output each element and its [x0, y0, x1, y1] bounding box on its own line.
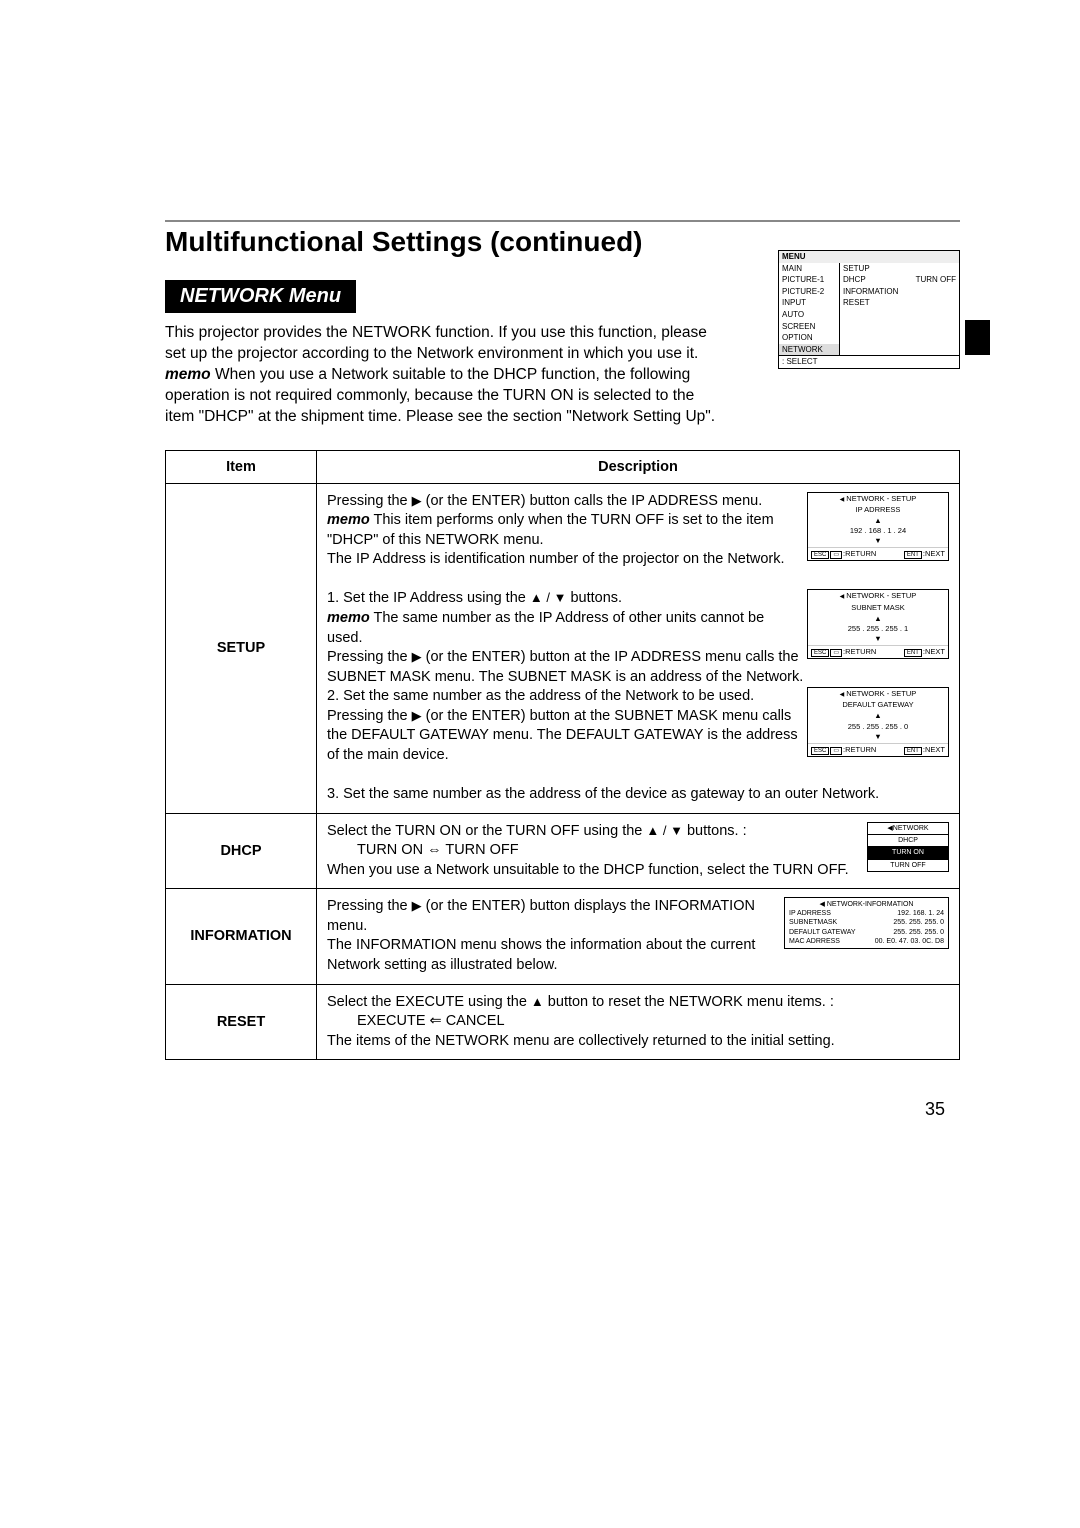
ip-address-screenshot: NETWORK - SETUP IP ADRRESS ▲192 . 168 . …: [807, 492, 949, 562]
intro-text-1: This projector provides the NETWORK func…: [165, 324, 707, 362]
memo-label: memo: [327, 610, 370, 626]
menu-item-selected: NETWORK: [779, 344, 839, 356]
col-header-desc: Description: [317, 450, 960, 483]
menu-label: NETWORK Menu: [180, 285, 341, 307]
menu-label-box: NETWORK Menu: [165, 280, 356, 313]
menu-item: INPUT: [779, 297, 839, 309]
up-arrow-icon: ▲: [531, 994, 544, 1009]
side-tab: [965, 320, 990, 355]
menu-item: AUTO: [779, 309, 839, 321]
updown-arrow-icon: ▲ / ▼: [646, 823, 683, 838]
subnet-mask-screenshot: NETWORK - SETUP SUBNET MASK ▲255 . 255 .…: [807, 589, 949, 659]
menu-item: PICTURE-1: [779, 274, 839, 286]
page-number: 35: [925, 1099, 945, 1120]
menu-footer: : SELECT: [779, 355, 959, 368]
row-dhcp-label: DHCP: [166, 813, 317, 889]
menu-item: SCREEN: [779, 321, 839, 333]
memo-label: memo: [327, 512, 370, 528]
menu-item: DHCP: [843, 275, 866, 285]
right-arrow-icon: ▶: [412, 898, 422, 913]
row-information-desc: ◀ NETWORK-INFORMATION IP ADRRESS192. 168…: [317, 889, 960, 984]
settings-table: Item Description SETUP NETWORK - SETUP I…: [165, 450, 960, 1061]
dhcp-screenshot: ◀NETWORK DHCP TURN ON TURN OFF: [867, 822, 949, 873]
menu-item: PICTURE-2: [779, 286, 839, 298]
menu-header: MENU: [779, 251, 959, 263]
row-information-label: INFORMATION: [166, 889, 317, 984]
menu-item: RESET: [840, 297, 959, 309]
right-arrow-icon: ▶: [412, 649, 422, 664]
default-gateway-screenshot: NETWORK - SETUP DEFAULT GATEWAY ▲255 . 2…: [807, 687, 949, 757]
row-setup-label: SETUP: [166, 483, 317, 813]
row-setup-desc: NETWORK - SETUP IP ADRRESS ▲192 . 168 . …: [317, 483, 960, 813]
menu-item: SETUP: [840, 263, 959, 275]
right-arrow-icon: ▶: [412, 493, 422, 508]
menu-item: OPTION: [779, 332, 839, 344]
right-arrow-icon: ▶: [412, 708, 422, 723]
row-reset-desc: Select the EXECUTE using the ▲ button to…: [317, 984, 960, 1060]
menu-item: MAIN: [779, 263, 839, 275]
information-screenshot: ◀ NETWORK-INFORMATION IP ADRRESS192. 168…: [784, 897, 949, 948]
row-reset-label: RESET: [166, 984, 317, 1060]
memo-label: memo: [165, 366, 211, 383]
intro-memo-text: When you use a Network suitable to the D…: [165, 366, 715, 425]
main-menu-screenshot: MENU MAIN PICTURE-1 PICTURE-2 INPUT AUTO…: [778, 250, 960, 369]
col-header-item: Item: [166, 450, 317, 483]
row-dhcp-desc: ◀NETWORK DHCP TURN ON TURN OFF Select th…: [317, 813, 960, 889]
menu-item: INFORMATION: [840, 286, 959, 298]
updown-arrow-icon: ▲ / ▼: [530, 590, 567, 605]
intro-paragraph: This projector provides the NETWORK func…: [165, 323, 720, 428]
menu-value: TURN OFF: [916, 275, 956, 285]
